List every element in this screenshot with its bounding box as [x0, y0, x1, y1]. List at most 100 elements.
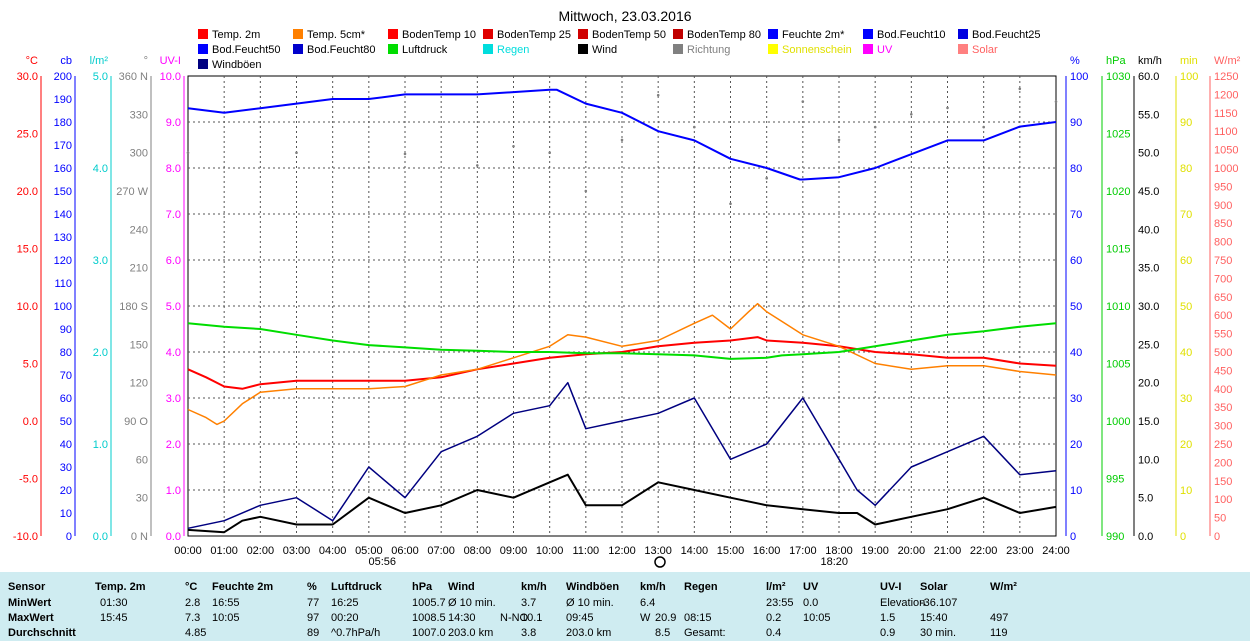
- left-axis-tick: 6.0: [166, 255, 181, 267]
- legend-label: Temp. 5cm*: [307, 29, 366, 41]
- stats-cell: 15:40: [920, 612, 948, 624]
- right-axis-tick: 300: [1214, 421, 1232, 433]
- x-axis: 00:00 01:00 02:00 03:00 04:00 05:00 06:00 07:00…: [174, 545, 1070, 557]
- right-axis-unit: %: [1070, 55, 1080, 67]
- left-axis-tick: 120: [130, 378, 148, 390]
- left-axis-tick: 90: [60, 324, 72, 336]
- right-axis-tick: 990: [1106, 531, 1124, 543]
- left-axis-tick: 110: [54, 278, 72, 290]
- richtung-point: [729, 202, 732, 206]
- right-axes: %1009080706050403020100hPa10301025102010…: [1065, 55, 1241, 543]
- stats-cell: 6.4: [640, 597, 656, 609]
- legend-swatch: [863, 29, 873, 39]
- right-axis-tick: 40.0: [1138, 224, 1159, 236]
- left-axis-tick: 240: [130, 224, 148, 236]
- stats-cell: MaxWert: [8, 612, 54, 624]
- right-axis-tick: 50: [1214, 513, 1226, 525]
- left-axis-tick: 2.0: [93, 347, 108, 359]
- stats-cell: 01:30: [100, 597, 128, 609]
- stats-cell: 89: [307, 627, 320, 639]
- left-axes: °C 30.0 25.0 20.0 15.0 10.0 5.0 0.0 -5.0 -10.0 cb 2…: [13, 55, 185, 543]
- stats-header-cell: l/m²: [766, 581, 786, 593]
- right-axis-tick: 500: [1214, 347, 1232, 359]
- stats-cell: 1005.7: [412, 597, 446, 609]
- legend-label: Bod.Feucht25: [972, 29, 1041, 41]
- x-tick-label: 14:00: [681, 545, 709, 557]
- x-tick-label: 18:00: [825, 545, 853, 557]
- stats-cell: 497: [990, 612, 1009, 624]
- left-axis-unit: °C: [26, 55, 38, 67]
- series-line-3: [187, 322, 1057, 360]
- left-axis-tick: 5.0: [93, 71, 108, 83]
- right-axis-tick: 10.0: [1138, 454, 1159, 466]
- stats-header-cell: W/m²: [990, 581, 1017, 593]
- right-axis-tick: 50: [1070, 301, 1082, 313]
- x-tick-label: 05:00: [355, 545, 383, 557]
- x-tick-label: 24:00: [1042, 545, 1070, 557]
- x-tick-label: 02:00: [247, 545, 275, 557]
- left-axis-tick: 80: [60, 347, 72, 359]
- left-axis-tick: 0 N: [131, 531, 148, 543]
- stats-cell: N-NO: [500, 612, 529, 624]
- legend-label: Bod.Feucht50: [212, 44, 281, 56]
- x-tick-label: 19:00: [861, 545, 889, 557]
- x-tick-label: 12:00: [608, 545, 636, 557]
- stats-cell: 203.0 km: [566, 627, 612, 639]
- x-tick-label: 17:00: [789, 545, 817, 557]
- legend-label: Temp. 2m: [212, 29, 260, 41]
- stats-header-row: Sensor Temp. 2m °C Feuchte 2m % Luftdruc…: [0, 580, 1250, 594]
- left-axis-tick: 5.0: [23, 359, 38, 371]
- right-axis-tick: 1100: [1214, 126, 1238, 138]
- x-tick-label: 07:00: [427, 545, 455, 557]
- stats-cell: 8.5: [655, 627, 671, 639]
- right-axis-tick: 100: [1070, 71, 1088, 83]
- richtung-point: [873, 125, 877, 129]
- left-axis-tick: 0.0: [166, 531, 181, 543]
- left-axis-unit: UV-I: [160, 55, 181, 67]
- right-axis-tick: 600: [1214, 310, 1232, 322]
- stats-cell: Ø 10 min.: [448, 597, 496, 609]
- left-axis-tick: 20.0: [17, 186, 38, 198]
- left-axis-tick: 140: [54, 209, 72, 221]
- right-axis-tick: 40: [1180, 347, 1192, 359]
- legend-swatch: [578, 44, 588, 54]
- left-axis-tick: 300: [130, 148, 148, 160]
- left-axis-tick: 25.0: [17, 129, 38, 141]
- x-tick-label: 22:00: [970, 545, 998, 557]
- legend-label: Richtung: [687, 44, 730, 56]
- right-axis-tick: 60: [1180, 255, 1192, 267]
- left-axis-tick: 50: [60, 416, 72, 428]
- stats-cell: 0.0: [803, 597, 819, 609]
- right-axis-tick: 850: [1214, 218, 1232, 230]
- stats-cell: 77: [307, 597, 320, 609]
- left-axis-unit: °: [144, 55, 148, 67]
- right-axis-tick: 35.0: [1138, 263, 1159, 275]
- right-axis-tick: 40: [1070, 347, 1082, 359]
- stats-header-cell: Feuchte 2m: [212, 581, 274, 593]
- x-tick-label: 16:00: [753, 545, 781, 557]
- richtung-point: [620, 138, 624, 142]
- legend-label: Feuchte 2m*: [782, 29, 845, 41]
- sunset-label: 18:20: [820, 556, 848, 568]
- left-axis-tick: 15.0: [17, 244, 38, 256]
- right-axis-tick: 10: [1180, 485, 1192, 497]
- x-tick-label: 15:00: [717, 545, 745, 557]
- legend-swatch: [483, 44, 493, 54]
- right-axis-tick: 450: [1214, 365, 1232, 377]
- right-axis-tick: 350: [1214, 402, 1232, 414]
- right-axis-tick: 150: [1214, 476, 1232, 488]
- legend-label: Solar: [972, 44, 998, 56]
- stats-header-cell: hPa: [412, 581, 433, 593]
- right-axis-tick: 950: [1214, 181, 1232, 193]
- legend-swatch: [958, 29, 968, 39]
- right-axis-tick: 1020: [1106, 186, 1130, 198]
- x-tick-label: 21:00: [934, 545, 962, 557]
- legend-swatch: [388, 29, 398, 39]
- legend-label: Regen: [497, 44, 529, 56]
- stats-cell: 1007.0: [412, 627, 446, 639]
- legend-label: UV: [877, 44, 893, 56]
- right-axis-tick: 30: [1070, 393, 1082, 405]
- richtung-point: [982, 125, 985, 129]
- x-tick-label: 01:00: [210, 545, 238, 557]
- right-axis-tick: 900: [1214, 200, 1232, 212]
